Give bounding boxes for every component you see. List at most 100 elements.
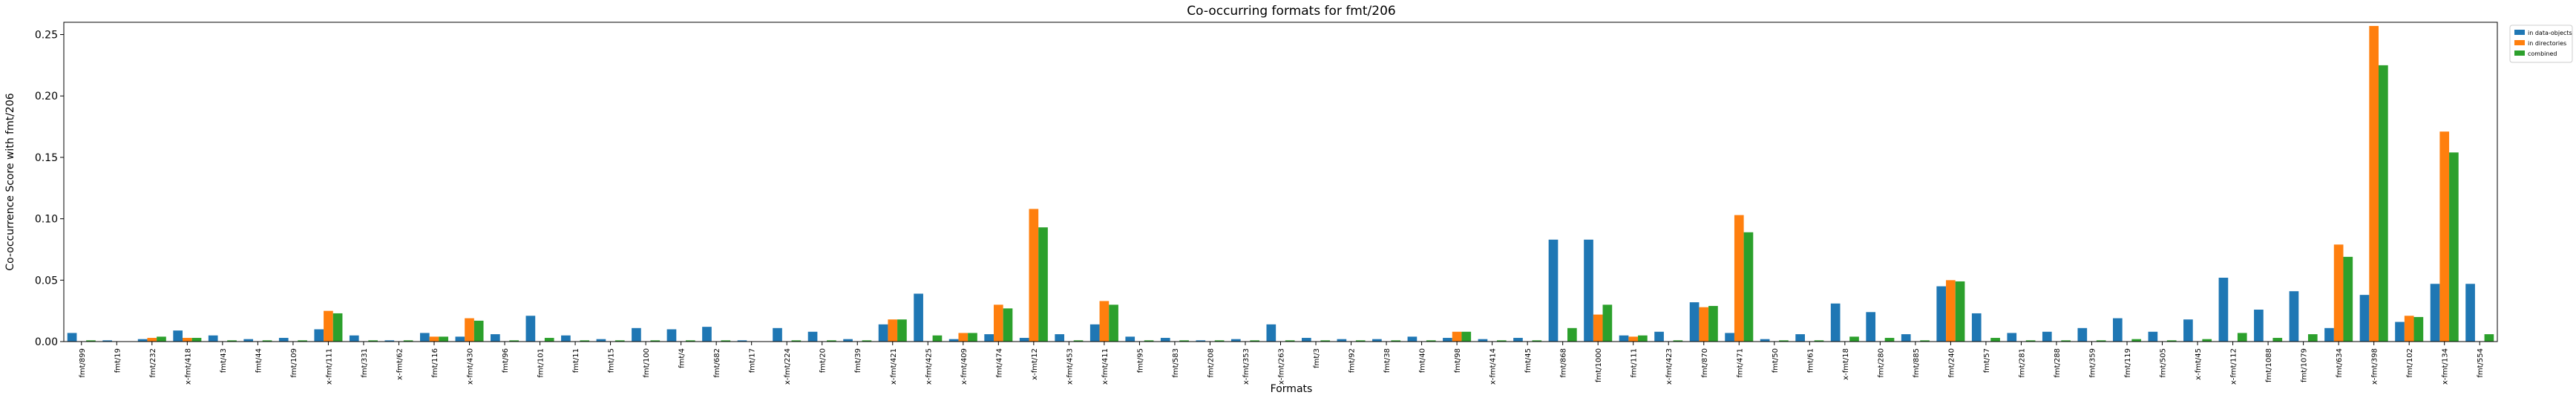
bar: [2395, 322, 2405, 342]
x-tick-label: x-fmt/411: [1101, 348, 1110, 385]
bar: [2324, 327, 2334, 342]
bar: [827, 340, 836, 342]
bar: [419, 333, 430, 342]
bar: [1532, 340, 1542, 342]
bar: [227, 340, 237, 342]
bar: [1019, 338, 1029, 342]
x-tick-label: x-fmt/398: [2371, 348, 2379, 385]
bar: [932, 335, 943, 342]
bar: [702, 327, 712, 342]
x-tick-label: fmt/92: [1348, 348, 1357, 373]
x-tick-label: x-fmt/425: [925, 348, 933, 385]
x-tick-label: fmt/1000: [1595, 348, 1603, 382]
bar: [1372, 339, 1382, 342]
x-tick-label: fmt/96: [502, 348, 510, 373]
bar: [1003, 308, 1013, 342]
y-tick-label: 0.15: [35, 152, 58, 164]
bar: [2343, 256, 2353, 342]
bar: [491, 334, 500, 342]
x-tick-label: x-fmt/112: [2230, 348, 2238, 385]
bar: [2449, 152, 2459, 342]
x-tick-label: fmt/109: [290, 348, 298, 378]
bar: [1029, 209, 1039, 342]
bar: [147, 338, 157, 342]
bar: [2404, 316, 2414, 342]
legend-swatch: [2514, 30, 2525, 35]
bar: [685, 340, 695, 342]
x-tick-label: fmt/4: [678, 348, 686, 368]
x-tick-label: fmt/17: [749, 348, 757, 373]
x-tick-label: x-fmt/111: [325, 348, 333, 385]
x-tick-label: fmt/554: [2477, 348, 2485, 378]
bar: [1593, 314, 1603, 342]
x-tick-label: fmt/11: [572, 348, 580, 373]
x-tick-label: x-fmt/62: [396, 348, 404, 380]
bar: [208, 335, 218, 342]
x-tick-label: x-fmt/423: [1665, 348, 1674, 385]
x-tick-label: fmt/45: [1524, 348, 1533, 373]
x-tick-label: x-fmt/45: [2195, 348, 2203, 380]
bar: [1779, 340, 1789, 342]
bar: [1795, 334, 1805, 342]
bar: [191, 338, 202, 342]
bar: [1602, 304, 1613, 342]
x-tick-label: fmt/1079: [2301, 348, 2309, 382]
bar: [2183, 319, 2193, 342]
x-tick-label: fmt/281: [2018, 348, 2026, 378]
bar: [1689, 302, 1700, 342]
bar: [1266, 324, 1276, 342]
bar: [243, 339, 254, 342]
bar: [914, 293, 923, 342]
bar: [1734, 215, 1744, 342]
bar: [1936, 286, 1947, 342]
bar: [509, 340, 520, 342]
bar: [2254, 310, 2264, 342]
x-tick-label: x-fmt/18: [1842, 348, 1850, 380]
bar: [1946, 280, 1956, 342]
x-tick-label: fmt/359: [2089, 348, 2097, 378]
bar: [1391, 340, 1401, 342]
bar: [86, 340, 96, 342]
x-tick-label: fmt/38: [1383, 348, 1392, 373]
x-tick-label: fmt/116: [431, 348, 439, 378]
x-tick-label: fmt/40: [1419, 348, 1427, 373]
x-tick-label: fmt/505: [2160, 348, 2168, 378]
x-tick-label: fmt/288: [2054, 348, 2062, 378]
bar: [1337, 339, 1347, 342]
bar: [1638, 335, 1648, 342]
x-tick-label: fmt/208: [1207, 348, 1215, 378]
bar: [1654, 331, 1664, 342]
bar: [314, 329, 324, 342]
x-tick-label: fmt/634: [2336, 348, 2344, 378]
bar: [544, 338, 554, 342]
bar: [2237, 333, 2247, 342]
bar: [773, 327, 782, 342]
bar: [1407, 336, 1418, 342]
bar: [2096, 340, 2106, 342]
x-tick-label: fmt/50: [1772, 348, 1780, 373]
bar: [614, 340, 625, 342]
bar: [1971, 313, 1982, 342]
bar: [1461, 331, 1472, 342]
bar: [2077, 327, 2088, 342]
x-tick-label: fmt/101: [537, 348, 545, 378]
bar: [1884, 338, 1895, 342]
bar: [1814, 340, 1824, 342]
bar: [791, 340, 802, 342]
bar: [2042, 331, 2052, 342]
bar: [182, 338, 192, 342]
bar: [1990, 338, 2000, 342]
bar: [596, 339, 606, 342]
y-tick-label: 0.00: [35, 336, 58, 348]
bar: [349, 335, 359, 342]
x-tick-label: x-fmt/224: [784, 348, 792, 385]
bar: [843, 339, 853, 342]
bar: [1478, 339, 1488, 342]
bar: [102, 340, 112, 342]
x-tick-label: fmt/682: [713, 348, 721, 378]
bar: [1214, 340, 1225, 342]
x-tick-label: fmt/15: [608, 348, 616, 373]
legend-swatch: [2514, 40, 2525, 45]
legend-box: [2509, 25, 2573, 63]
